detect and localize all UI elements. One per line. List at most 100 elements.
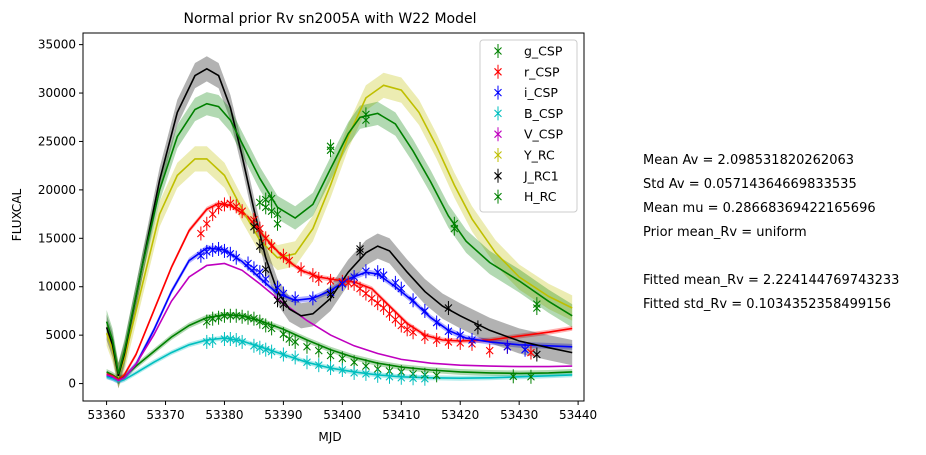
data-point-B_CSP: [409, 371, 417, 386]
data-point-g_CSP: [226, 308, 235, 323]
data-point-g_CSP: [279, 327, 288, 342]
data-point-J_RC1: [532, 347, 541, 362]
data-point-g_CSP: [509, 369, 518, 384]
data-point-i_CSP: [338, 276, 347, 291]
data-point-r_CSP: [202, 216, 211, 231]
data-point-i_CSP: [444, 324, 453, 339]
data-point-i_CSP: [409, 293, 417, 308]
x-tick-label: 53440: [559, 408, 597, 422]
legend-entry-r_CSP: r_CSP: [494, 64, 560, 79]
legend-entry-i_CSP: i_CSP: [494, 85, 558, 100]
data-point-H_RC: [273, 216, 282, 231]
data-point-H_RC: [326, 139, 335, 154]
x-tick-label: 53410: [382, 408, 420, 422]
data-point-i_CSP: [350, 270, 359, 285]
legend-entry-V_CSP: V_CSP: [494, 127, 563, 142]
legend-label: Y_RC: [523, 148, 555, 163]
data-point-g_CSP: [261, 318, 270, 333]
data-point-i_CSP: [250, 261, 258, 276]
data-point-B_CSP: [373, 368, 382, 383]
data-point-r_CSP: [261, 231, 270, 246]
data-point-B_CSP: [255, 340, 264, 355]
x-tick-label: 53400: [323, 408, 361, 422]
x-tick-label: 53380: [205, 408, 243, 422]
y-tick-label: 25000: [38, 134, 76, 148]
legend-entry-Y_RC: Y_RC: [494, 148, 555, 163]
data-point-B_CSP: [220, 332, 229, 347]
data-point-r_CSP: [226, 196, 235, 211]
x-tick-label: 53420: [441, 408, 479, 422]
band-Y_RC: [106, 72, 573, 389]
data-point-B_CSP: [338, 363, 347, 378]
data-point-r_CSP: [379, 301, 388, 316]
data-point-J_RC1: [250, 219, 258, 234]
data-point-i_CSP: [196, 248, 205, 263]
data-point-g_CSP: [220, 308, 229, 323]
data-point-g_CSP: [202, 314, 211, 329]
data-point-r_CSP: [391, 312, 400, 327]
x-tick-label: 53370: [146, 408, 184, 422]
data-point-H_RC: [450, 216, 459, 231]
data-point-i_CSP: [214, 241, 223, 256]
data-point-i_CSP: [391, 275, 400, 290]
data-point-B_CSP: [420, 371, 429, 386]
data-point-B_CSP: [267, 344, 276, 359]
data-point-i_CSP: [244, 256, 252, 271]
data-point-r_CSP: [308, 268, 317, 283]
stat-line-fitted-mean: Fitted mean_Rv = 2.224144769743233: [643, 273, 900, 288]
data-point-B_CSP: [350, 365, 359, 380]
legend-entry-g_CSP: g_CSP: [494, 44, 563, 59]
data-point-r_CSP: [214, 200, 223, 215]
data-point-r_CSP: [238, 204, 247, 219]
stat-line-mean-mu: Mean mu = 0.28668369422165696: [643, 201, 876, 216]
data-point-r_CSP: [527, 345, 535, 360]
data-point-i_CSP: [397, 281, 406, 296]
model-line-i_CSP: [106, 247, 573, 382]
data-point-B_CSP: [250, 338, 258, 353]
data-point-r_CSP: [362, 286, 370, 301]
data-point-g_CSP: [326, 348, 335, 363]
data-point-r_CSP: [420, 330, 429, 345]
data-point-r_CSP: [385, 306, 394, 321]
axes: 53360 53370 53380 53390 53400 53410 53420 53430…: [38, 32, 597, 422]
data-point-r_CSP: [279, 248, 288, 263]
band-J_RC1: [106, 56, 573, 389]
data-point-J_RC1: [474, 320, 482, 335]
data-point-B_CSP: [238, 334, 247, 349]
data-point-r_CSP: [255, 221, 264, 236]
data-point-i_CSP: [226, 246, 235, 261]
data-point-J_RC1: [326, 287, 335, 302]
data-point-J_RC1: [255, 239, 264, 254]
data-point-J_RC1: [279, 297, 288, 312]
data-point-g_CSP: [314, 343, 323, 358]
legend-label: r_CSP: [524, 64, 560, 79]
legend-label: i_CSP: [524, 85, 558, 100]
data-point-r_CSP: [196, 226, 205, 241]
data-point-H_RC: [267, 204, 276, 219]
y-tick-label: 10000: [38, 280, 76, 294]
plot-frame: [82, 32, 585, 402]
data-point-B_CSP: [397, 370, 406, 385]
data-point-B_CSP: [208, 333, 217, 348]
data-point-g_CSP: [303, 339, 311, 354]
data-point-r_CSP: [485, 343, 494, 358]
data-point-g_CSP: [255, 314, 264, 329]
data-point-B_CSP: [303, 355, 311, 370]
data-point-i_CSP: [308, 291, 317, 306]
data-point-g_CSP: [285, 332, 294, 347]
data-point-r_CSP: [432, 332, 441, 347]
data-point-r_CSP: [356, 281, 364, 296]
data-point-g_CSP: [267, 321, 276, 336]
data-point-i_CSP: [273, 280, 282, 295]
y-tick-label: 30000: [38, 86, 76, 100]
data-point-H_RC: [255, 195, 264, 210]
y-tick-label: 5000: [45, 328, 76, 342]
legend-entry-H_RC: H_RC: [494, 189, 557, 204]
x-axis-label: MJD: [318, 430, 341, 444]
data-point-g_CSP: [214, 310, 223, 325]
data-point-r_CSP: [409, 325, 417, 340]
model-line-Y_RC: [105, 84, 573, 379]
legend-label: V_CSP: [524, 127, 563, 142]
data-point-r_CSP: [403, 322, 412, 337]
